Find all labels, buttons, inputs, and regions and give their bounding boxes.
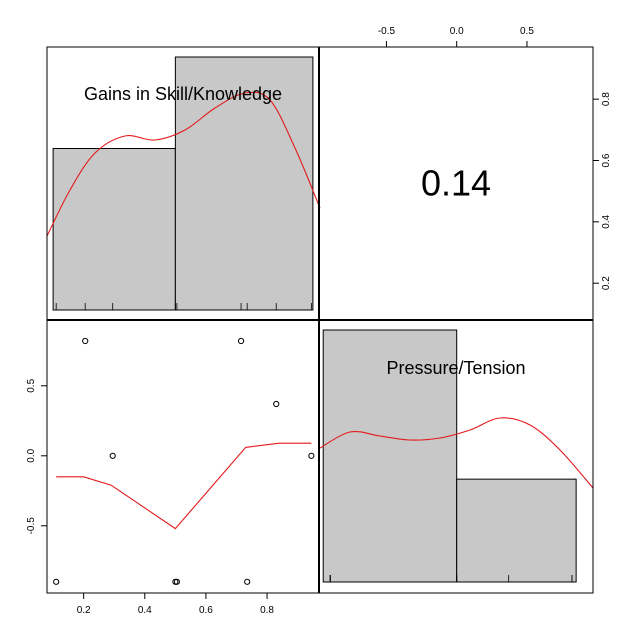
scatter-panel-bottom-left — [53, 337, 315, 585]
tick-label: 0.0 — [26, 448, 37, 462]
variable-label-gains: Gains in Skill/Knowledge — [84, 84, 282, 104]
tick-label: 0.5 — [26, 378, 37, 392]
histogram-bar — [456, 478, 577, 583]
scatter-point — [53, 578, 60, 585]
tick-label: 0.6 — [601, 153, 612, 167]
tick-label: 0.2 — [77, 605, 91, 616]
scatter-point — [109, 452, 116, 459]
tick-label: 0.4 — [601, 214, 612, 228]
tick-label: -0.5 — [378, 26, 396, 37]
scatter-point — [244, 578, 251, 585]
variable-label-pressure: Pressure/Tension — [386, 358, 525, 378]
histogram-bar — [174, 56, 314, 311]
scatter-point — [82, 337, 89, 345]
tick-label: 0.8 — [601, 92, 612, 106]
correlation-value: 0.14 — [421, 163, 491, 204]
scatter-point — [273, 400, 280, 408]
tick-label: -0.5 — [26, 517, 37, 535]
loess-smoother-line — [56, 442, 312, 530]
tick-label: 0.4 — [138, 605, 152, 616]
panel-frames — [46, 46, 594, 594]
correlation-panel-top-right: 0.14 — [421, 163, 491, 204]
panel-frame — [46, 319, 320, 594]
scatter-point — [237, 337, 245, 345]
tick-label: 0.2 — [601, 276, 612, 290]
histogram-panel-bottom-right: Pressure/Tension — [319, 329, 594, 583]
density-line — [46, 91, 321, 237]
tick-label: 0.8 — [260, 605, 274, 616]
histogram-bar — [322, 329, 458, 583]
density-line — [319, 417, 594, 489]
scatter-point — [173, 578, 180, 585]
tick-label: 0.5 — [520, 26, 534, 37]
histogram-panel-top-left: Gains in Skill/Knowledge — [46, 56, 321, 311]
histogram-bar — [52, 148, 176, 311]
tick-label: 0.0 — [450, 26, 464, 37]
scatter-point — [308, 452, 315, 459]
tick-label: 0.6 — [199, 605, 213, 616]
